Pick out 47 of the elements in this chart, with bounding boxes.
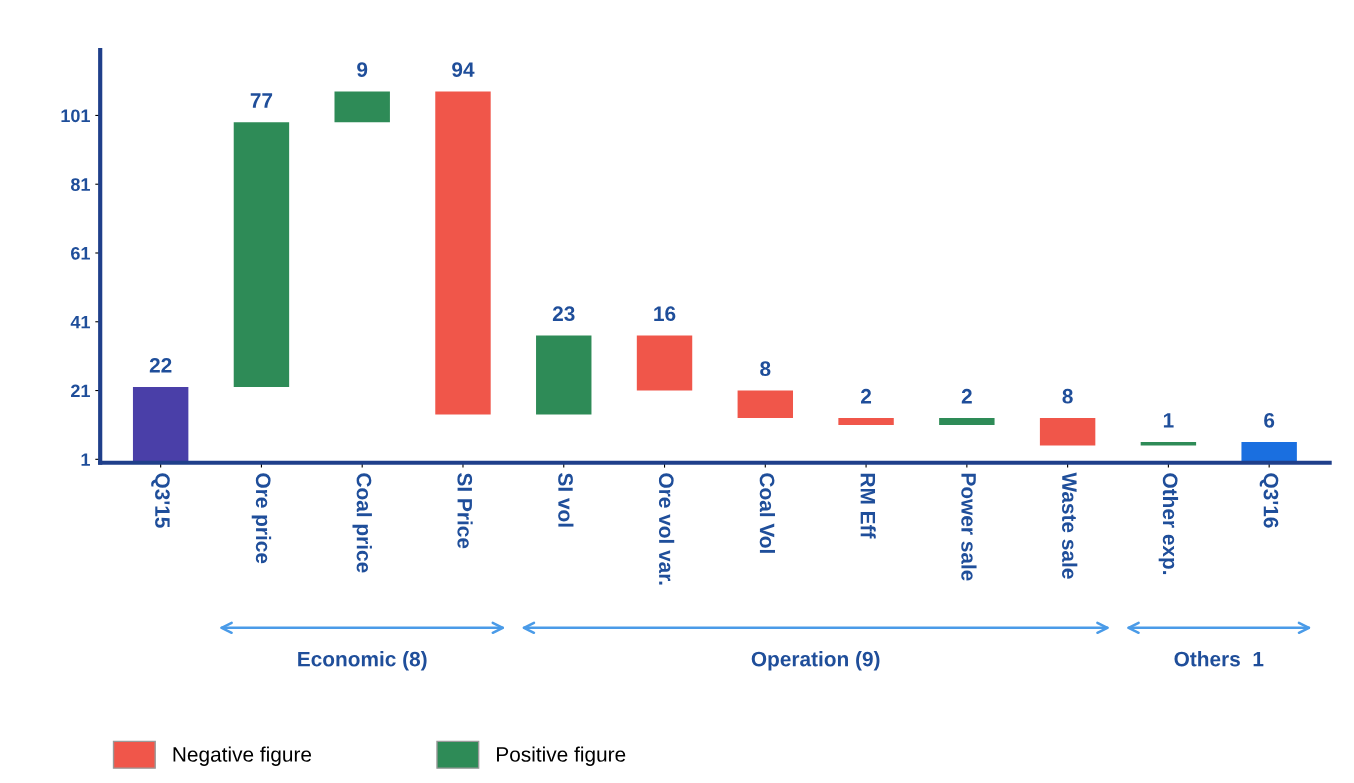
bar: [1241, 442, 1297, 463]
x-tick-label: Waste sale: [1062, 472, 1078, 579]
x-tick-label: Power sale: [961, 473, 977, 581]
legend-label: Negative figure: [173, 746, 312, 766]
x-tick-label: Q3'16: [1259, 473, 1279, 528]
y-tick-label: 101: [61, 109, 90, 123]
bar: [636, 335, 693, 391]
x-tick-label: SI Price: [457, 473, 473, 549]
bar: [1140, 442, 1197, 446]
bar: [435, 91, 491, 415]
data-label: 6: [1264, 412, 1275, 428]
data-label: 2: [961, 388, 972, 404]
data-label: 8: [1062, 388, 1073, 404]
bar: [737, 390, 794, 419]
bar: [1039, 418, 1096, 446]
y-tick-label: 1: [81, 453, 90, 466]
x-tick-label: Ore price: [251, 473, 272, 564]
x-tick-label: Ore vol var.: [658, 473, 675, 585]
y-tick-label: 21: [71, 384, 90, 398]
x-tick-label: SI vol: [558, 473, 574, 527]
x-tick-label: Coal price: [352, 473, 372, 573]
y-tick-label: 61: [71, 246, 90, 260]
data-label: 8: [760, 361, 771, 377]
x-tick-label: Coal Vol: [759, 473, 776, 553]
data-label: 16: [654, 306, 676, 322]
data-label: 23: [552, 306, 575, 322]
data-label: 1: [1163, 413, 1174, 428]
text: Operation (9): [751, 651, 880, 671]
text: Economic (8): [298, 651, 427, 671]
legend-label: Positive figure: [497, 746, 626, 766]
data-label: 77: [250, 93, 273, 108]
x-tick-label: RM Eff: [860, 473, 876, 539]
bar: [233, 122, 290, 388]
x-tick-label: Other exp.: [1158, 473, 1179, 575]
bar: [334, 91, 390, 123]
y-tick-label: 81: [70, 178, 90, 191]
x-tick-label: Q3'15: [151, 473, 170, 528]
bar: [132, 387, 189, 463]
text: Others 1: [1174, 651, 1264, 667]
data-label: 94: [452, 62, 475, 77]
data-label: 9: [357, 62, 368, 77]
bar: [838, 418, 894, 425]
bar: [536, 335, 592, 415]
bar: [939, 418, 995, 425]
data-label: 22: [149, 357, 172, 373]
data-label: 2: [861, 388, 872, 404]
y-tick-label: 41: [70, 315, 90, 329]
